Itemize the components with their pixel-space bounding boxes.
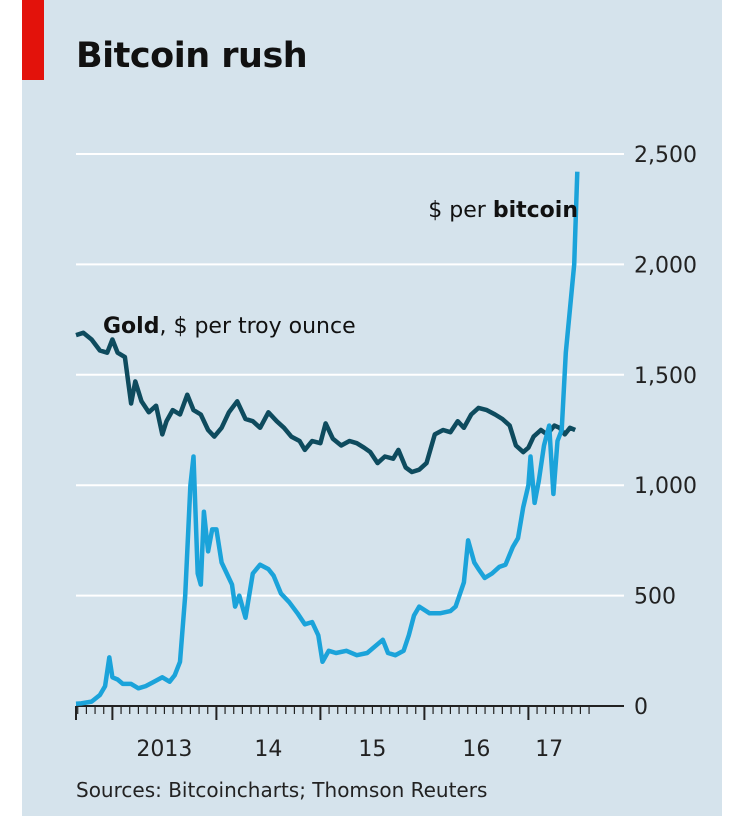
gold-series-label: Gold, $ per troy ounce <box>103 314 356 339</box>
source-note: Sources: Bitcoincharts; Thomson Reuters <box>76 778 488 802</box>
bitcoin-series-label: $ per bitcoin <box>428 198 578 223</box>
gold-series-line <box>75 330 577 475</box>
y-tick-label: 0 <box>634 695 648 720</box>
bitcoin-label-bold: bitcoin <box>493 198 578 223</box>
bitcoin-label-rest: $ per <box>428 198 493 223</box>
x-tick-label: 2013 <box>136 737 192 762</box>
bitcoin-series-line <box>75 171 580 707</box>
y-tick-label: 2,500 <box>634 143 697 168</box>
gold-label-bold: Gold <box>103 314 159 339</box>
series-annotations: Gold, $ per troy ounce $ per bitcoin <box>103 198 578 339</box>
series-lines <box>75 171 580 707</box>
gold-label-rest: , $ per troy ounce <box>159 314 355 339</box>
chart-background <box>22 0 722 816</box>
y-tick-label: 1,000 <box>634 474 697 499</box>
x-tick-label: 16 <box>462 737 490 762</box>
x-tick-label: 14 <box>254 737 282 762</box>
x-tick-label: 15 <box>358 737 386 762</box>
gridlines <box>76 153 624 597</box>
x-tick-label: 17 <box>535 737 563 762</box>
y-tick-label: 2,000 <box>634 253 697 278</box>
x-axis: 2013 14 15 16 17 <box>75 705 624 762</box>
y-tick-label: 1,500 <box>634 364 697 389</box>
brand-tab <box>22 0 44 80</box>
y-tick-label: 500 <box>634 585 676 610</box>
y-axis-ticks: 0 500 1,000 1,500 2,000 2,500 <box>634 143 697 720</box>
chart-title: Bitcoin rush <box>76 36 308 76</box>
